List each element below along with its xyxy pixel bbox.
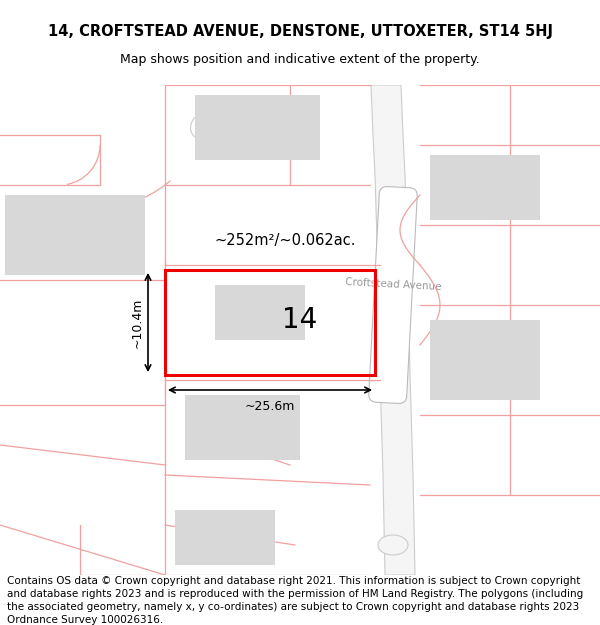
Text: ~252m²/~0.062ac.: ~252m²/~0.062ac. — [214, 232, 356, 248]
Bar — [215, 285, 305, 340]
Text: Map shows position and indicative extent of the property.: Map shows position and indicative extent… — [120, 53, 480, 66]
Bar — [195, 95, 320, 160]
Bar — [430, 155, 540, 220]
Ellipse shape — [378, 535, 408, 555]
Text: ~10.4m: ~10.4m — [131, 298, 144, 348]
Polygon shape — [371, 85, 415, 575]
Bar — [175, 510, 275, 565]
Text: 14: 14 — [283, 306, 317, 334]
FancyBboxPatch shape — [369, 186, 417, 404]
Text: 14, CROFTSTEAD AVENUE, DENSTONE, UTTOXETER, ST14 5HJ: 14, CROFTSTEAD AVENUE, DENSTONE, UTTOXET… — [47, 24, 553, 39]
Bar — [5, 195, 145, 275]
Bar — [185, 395, 300, 460]
Text: ~25.6m: ~25.6m — [245, 400, 295, 413]
Bar — [165, 270, 375, 375]
Text: Contains OS data © Crown copyright and database right 2021. This information is : Contains OS data © Crown copyright and d… — [7, 576, 583, 625]
Bar — [430, 320, 540, 400]
Text: Croftstead Avenue: Croftstead Avenue — [344, 278, 442, 292]
